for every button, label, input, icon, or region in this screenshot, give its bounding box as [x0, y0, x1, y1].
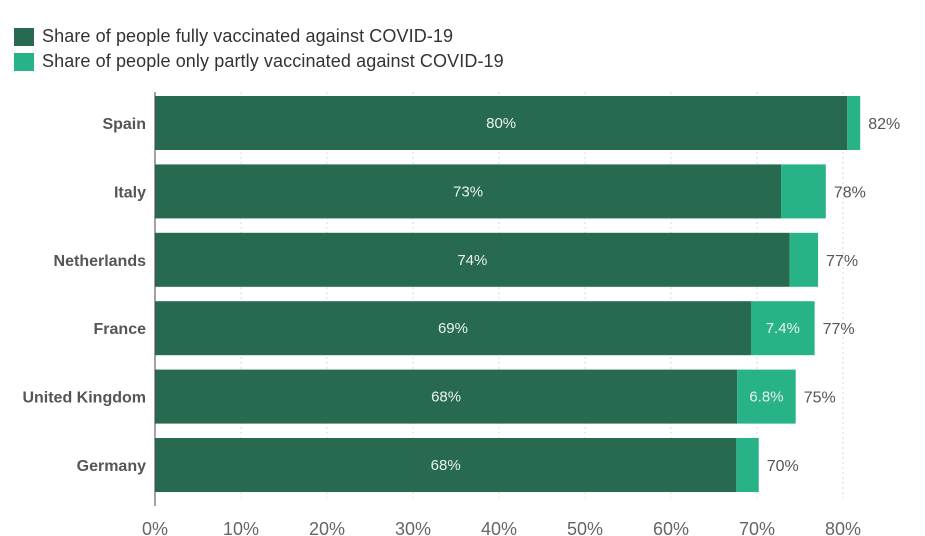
total-label: 78% [834, 184, 866, 201]
bar-label-fully: 73% [453, 183, 483, 200]
category-label: France [94, 321, 147, 338]
bar-label-fully: 80% [486, 115, 516, 132]
bar-fully-vaccinated [155, 96, 848, 150]
bar-fully-vaccinated [155, 301, 751, 356]
bar-label-partly: 7.4% [766, 320, 800, 337]
bar-label-partly: 6.8% [749, 389, 783, 406]
total-label: 82% [868, 116, 900, 133]
legend-swatch-fully [14, 27, 34, 46]
bar-label-fully: 74% [457, 252, 487, 269]
legend-label-partly: Share of people only partly vaccinated a… [42, 51, 504, 71]
total-label: 77% [823, 321, 855, 338]
legend-item-fully: Share of people fully vaccinated against… [14, 24, 504, 49]
bar-partly-vaccinated [847, 96, 861, 150]
x-tick-label: 50% [567, 519, 603, 536]
bar-partly-vaccinated [781, 164, 826, 219]
labels: 80% 82% Spain 73% 78% Italy 74% 77% Netherlands 6… [22, 115, 900, 475]
legend: Share of people fully vaccinated against… [14, 24, 504, 74]
x-tick-label: 40% [481, 519, 517, 536]
bar-label-fully: 68% [431, 389, 461, 406]
x-tick-label: 10% [223, 519, 259, 536]
legend-swatch-partly [14, 52, 34, 71]
bars [155, 96, 861, 492]
gridlines [240, 92, 844, 498]
legend-label-fully: Share of people fully vaccinated against… [42, 26, 454, 46]
bar-fully-vaccinated [155, 369, 738, 424]
bar-partly-vaccinated [737, 369, 796, 424]
category-label: Germany [77, 458, 146, 475]
x-tick-label: 60% [653, 519, 689, 536]
category-label: Spain [102, 116, 146, 133]
legend-item-partly: Share of people only partly vaccinated a… [14, 49, 504, 74]
category-label: United Kingdom [22, 390, 146, 407]
bar-fully-vaccinated [155, 164, 782, 219]
x-tick-label: 80% [825, 519, 861, 536]
x-axis: 0% 10% 20% 30% 40% 50% 60% 70% 80% [142, 92, 861, 536]
total-label: 70% [767, 458, 799, 475]
bar-label-fully: 68% [431, 457, 461, 474]
total-label: 77% [826, 253, 858, 270]
category-label: Italy [114, 184, 146, 201]
x-tick-label: 70% [739, 519, 775, 536]
x-tick-label: 20% [309, 519, 345, 536]
bar-fully-vaccinated [155, 438, 737, 492]
x-tick-label: 0% [142, 519, 168, 536]
bar-label-fully: 69% [438, 320, 468, 337]
x-tick-label: 30% [395, 519, 431, 536]
total-label: 75% [804, 390, 836, 407]
bar-partly-vaccinated [789, 232, 819, 287]
bar-fully-vaccinated [155, 232, 790, 287]
category-label: Netherlands [54, 253, 147, 270]
bar-partly-vaccinated [736, 438, 759, 492]
bar-partly-vaccinated [750, 301, 815, 356]
